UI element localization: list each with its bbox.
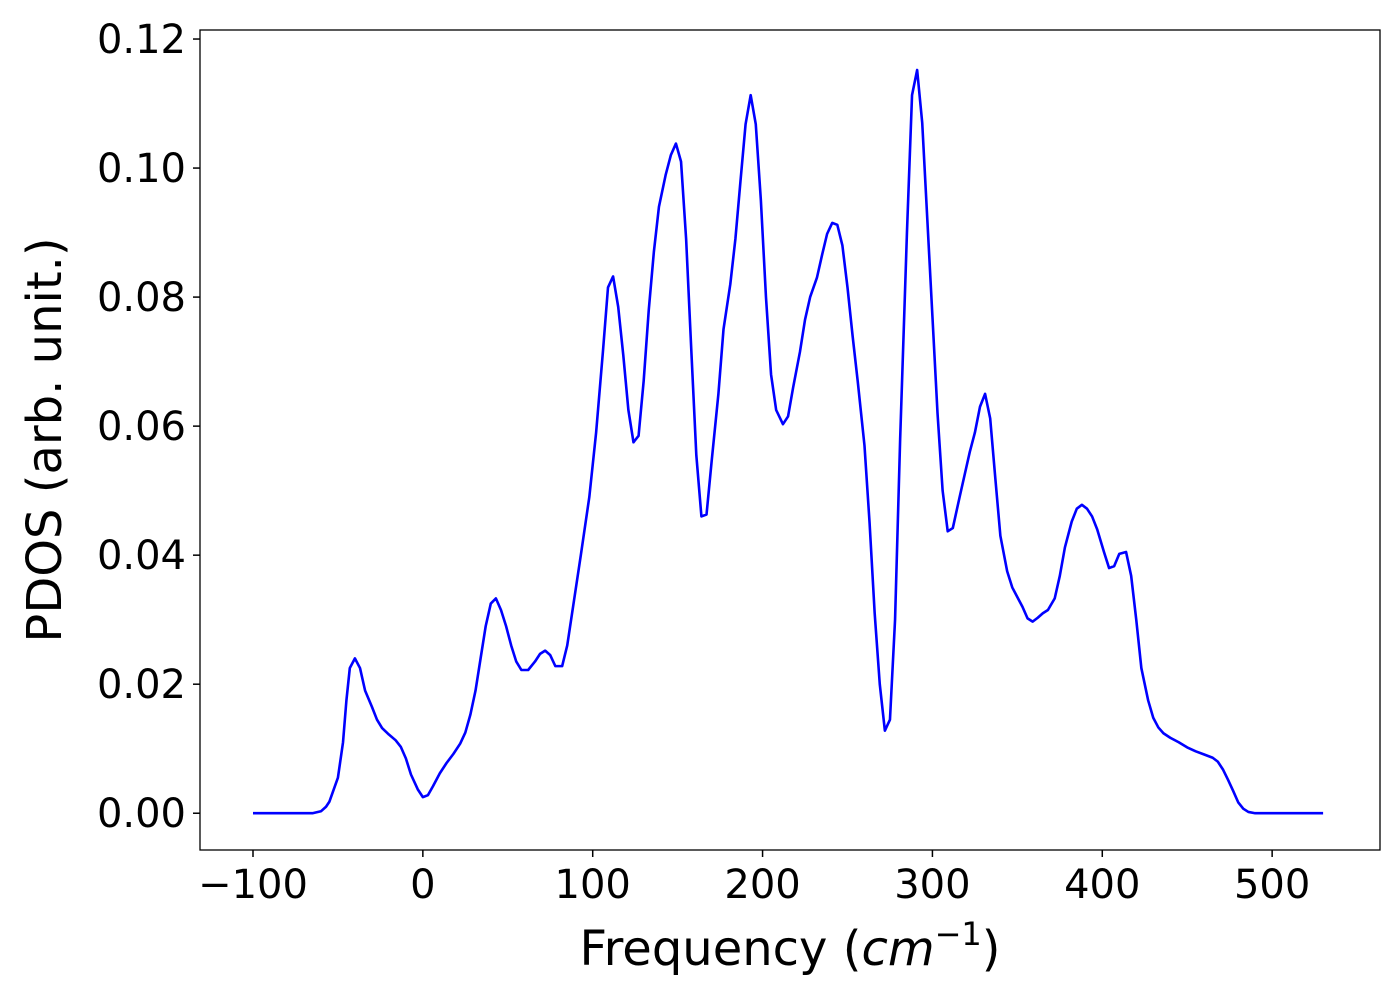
x-label-text: Frequency ( [579, 921, 861, 977]
x-label-exponent: −1 [935, 915, 982, 953]
x-tick-label: 0 [410, 862, 435, 908]
y-tick-label: 0.06 [97, 404, 186, 450]
plot-frame [199, 29, 1381, 851]
y-tick-label: 0.04 [97, 533, 186, 579]
x-label-unit: cm [861, 921, 934, 977]
y-tick-label: 0.08 [97, 275, 186, 321]
y-tick-label: 0.10 [97, 146, 186, 192]
x-tick-label: 400 [1064, 862, 1140, 908]
x-tick-label: 200 [724, 862, 800, 908]
data-line [253, 68, 1324, 815]
x-label-text: ) [982, 921, 1001, 977]
y-axis-label: PDOS (arb. unit.) [17, 237, 73, 642]
y-tick-label: 0.12 [97, 17, 186, 63]
x-tick-label: 500 [1234, 862, 1310, 908]
y-tick-label: 0.02 [97, 662, 186, 708]
y-tick-label: 0.00 [97, 791, 186, 837]
x-tick-label: −100 [198, 862, 308, 908]
x-axis-label: Frequency (cm−1) [579, 915, 1000, 977]
x-tick-label: 300 [894, 862, 970, 908]
x-tick-label: 100 [555, 862, 631, 908]
